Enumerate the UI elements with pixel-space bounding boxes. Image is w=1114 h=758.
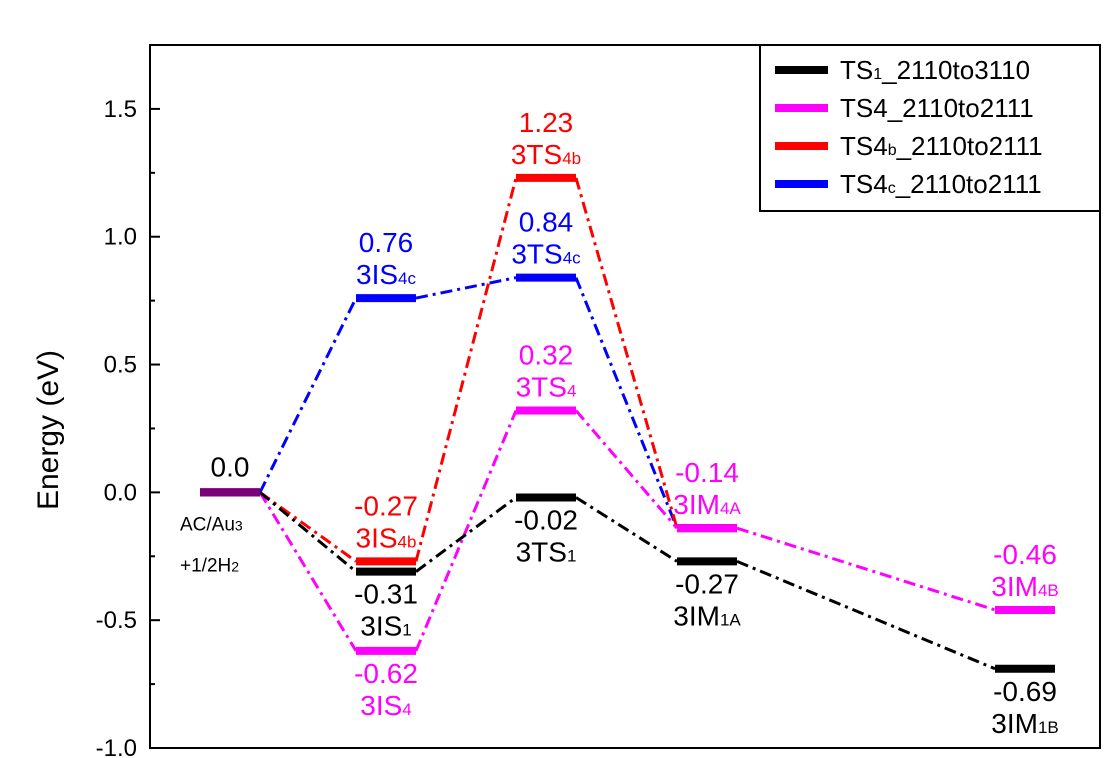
data-value-label: 0.76: [359, 227, 414, 258]
y-tick-label: -0.5: [96, 607, 137, 634]
legend-entry: TS4c_2110to2111: [840, 169, 1042, 199]
connector-line: [575, 496, 678, 563]
data-value-label: -0.62: [354, 658, 418, 689]
plot-frame: [149, 44, 1101, 749]
state-name-label: 3IM4A: [673, 489, 741, 520]
data-value-label: -0.27: [675, 568, 739, 599]
y-tick-label: 1.5: [104, 96, 137, 123]
start-state-label: AC/Au3: [180, 514, 243, 535]
connector-line: [736, 526, 996, 612]
connector-line: [736, 560, 996, 671]
state-name-label: 3TS4c: [511, 239, 581, 270]
data-value-label: 1.23: [519, 107, 574, 138]
data-value-label: -0.14: [675, 457, 739, 488]
data-value-label: -0.31: [354, 579, 418, 610]
state-name-label: 3TS1: [516, 536, 577, 567]
legend-entry: TS1_2110to3110: [840, 55, 1030, 85]
data-value-label: -0.27: [354, 490, 418, 521]
connector-line: [415, 496, 517, 573]
connector-line: [259, 491, 357, 573]
start-state-label-2: +1/2H2: [180, 555, 239, 576]
y-tick-label: -1.0: [96, 735, 137, 758]
state-name-label: 3TS4: [516, 372, 577, 403]
connector-line: [574, 177, 679, 529]
connector-line: [574, 409, 679, 530]
state-name-label: 3IS4: [360, 690, 412, 721]
state-name-label: 3IS4c: [356, 259, 416, 290]
data-value-label: 0.32: [519, 340, 574, 371]
data-value-label: 0.84: [519, 207, 574, 238]
connector-line: [414, 177, 518, 562]
y-tick-label: 0.5: [104, 352, 137, 379]
state-name-label: 3IM1B: [991, 708, 1058, 739]
state-name-label: 3IM1A: [673, 600, 741, 631]
data-value-label: -0.69: [993, 676, 1057, 707]
state-name-label: 3TS4b: [511, 139, 581, 170]
legend-entry: TS4_2110to2111: [840, 93, 1034, 123]
state-name-label: 3IS1: [360, 611, 412, 642]
connector-line: [415, 276, 517, 300]
y-tick-label: 0.0: [104, 479, 137, 506]
state-name-label: 3IM4B: [991, 571, 1058, 602]
connector-line: [258, 297, 358, 494]
connector-line: [414, 409, 518, 652]
start-value-label: 0.0: [211, 451, 250, 482]
y-tick-label: 1.0: [104, 224, 137, 251]
connector-line: [258, 491, 358, 652]
data-value-label: -0.46: [993, 539, 1057, 570]
legend-entry: TS4b_2110to2111: [840, 131, 1043, 161]
data-value-label: -0.02: [514, 504, 578, 535]
y-axis-label: Energy (eV): [32, 350, 65, 510]
connector-line: [574, 277, 679, 529]
state-name-label: 3IS4b: [356, 522, 417, 553]
